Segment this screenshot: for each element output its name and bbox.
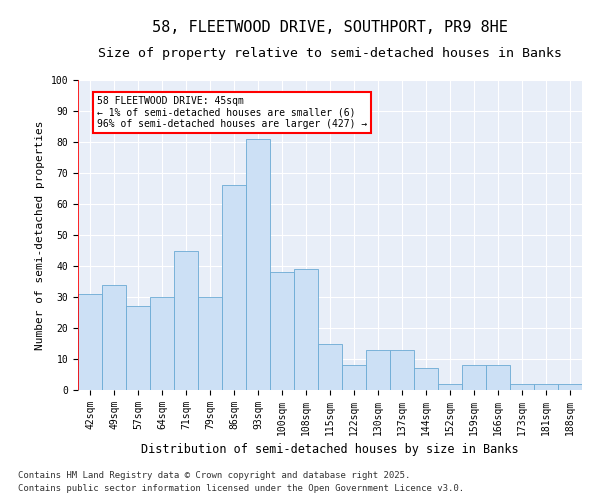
Bar [318, 344, 342, 390]
Bar [270, 272, 294, 390]
Text: Contains HM Land Registry data © Crown copyright and database right 2025.: Contains HM Land Registry data © Crown c… [18, 470, 410, 480]
Bar [150, 297, 174, 390]
Bar [558, 384, 582, 390]
Bar [366, 350, 390, 390]
Bar [126, 306, 150, 390]
Text: 58, FLEETWOOD DRIVE, SOUTHPORT, PR9 8HE: 58, FLEETWOOD DRIVE, SOUTHPORT, PR9 8HE [152, 20, 508, 35]
Bar [246, 139, 270, 390]
Bar [174, 250, 198, 390]
Y-axis label: Number of semi-detached properties: Number of semi-detached properties [35, 120, 45, 350]
Bar [102, 284, 126, 390]
Bar [222, 186, 246, 390]
Bar [414, 368, 438, 390]
Bar [510, 384, 534, 390]
Bar [534, 384, 558, 390]
Bar [486, 365, 510, 390]
Text: Size of property relative to semi-detached houses in Banks: Size of property relative to semi-detach… [98, 48, 562, 60]
X-axis label: Distribution of semi-detached houses by size in Banks: Distribution of semi-detached houses by … [141, 444, 519, 456]
Bar [438, 384, 462, 390]
Text: Contains public sector information licensed under the Open Government Licence v3: Contains public sector information licen… [18, 484, 464, 493]
Text: 58 FLEETWOOD DRIVE: 45sqm
← 1% of semi-detached houses are smaller (6)
96% of se: 58 FLEETWOOD DRIVE: 45sqm ← 1% of semi-d… [97, 96, 367, 128]
Bar [390, 350, 414, 390]
Bar [294, 269, 318, 390]
Bar [198, 297, 222, 390]
Bar [462, 365, 486, 390]
Bar [78, 294, 102, 390]
Bar [342, 365, 366, 390]
